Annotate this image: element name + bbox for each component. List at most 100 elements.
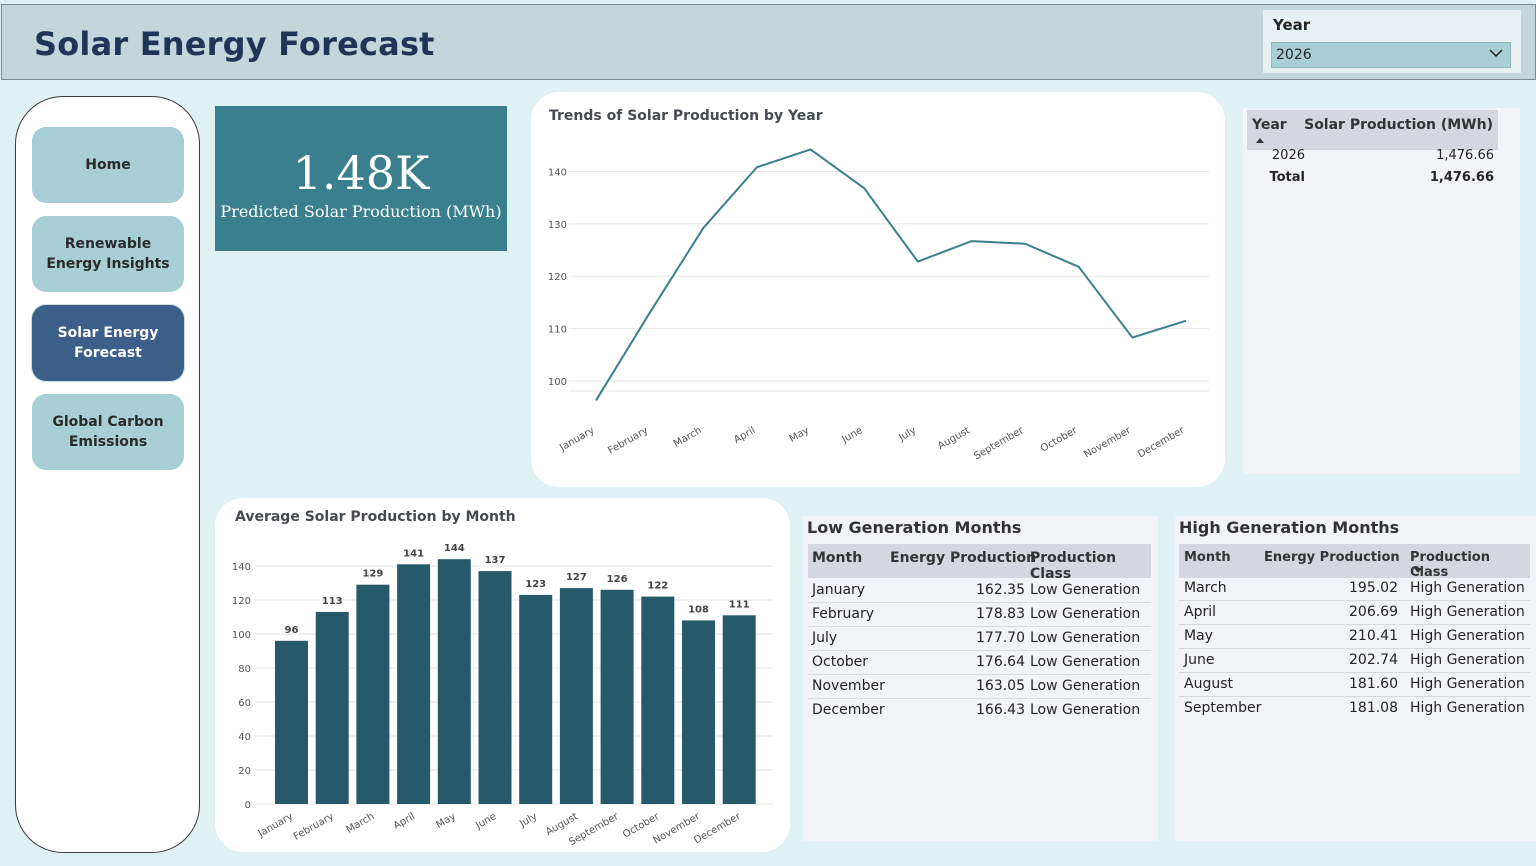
cell-month: February (812, 606, 875, 622)
cell-month: November (812, 678, 885, 694)
cell-production-class: Low Generation (1030, 702, 1141, 718)
data-label: 113 (322, 596, 343, 607)
table-row: October 176.64 Low Generation (808, 651, 1151, 675)
low-generation-title: Low Generation Months (807, 518, 1022, 537)
bar (600, 589, 634, 804)
column-header-production-class[interactable]: Production Class (1030, 550, 1117, 582)
table-total-row: Total 1,476.66 (1247, 167, 1498, 189)
bar-chart-title: Average Solar Production by Month (235, 509, 516, 525)
cell-energy-production: 163.05 (976, 678, 1025, 694)
cell-energy-production: 177.70 (976, 630, 1025, 646)
cell-month: October (812, 654, 869, 670)
bar-chart-card: Average Solar Production by Month 0 20 40 6… (215, 498, 790, 852)
nav-button-label: Renewable Energy Insights (46, 236, 170, 272)
sort-ascending-icon (1256, 138, 1264, 143)
line-chart-title: Trends of Solar Production by Year (549, 108, 823, 124)
nav-button-renewable-energy-insights[interactable]: Renewable Energy Insights (32, 216, 184, 292)
cell-production-class: High Generation (1410, 628, 1525, 644)
column-header-month[interactable]: Month (1184, 550, 1231, 565)
cell-year: 2026 (1271, 148, 1305, 163)
nav-button-label: Global Carbon Emissions (52, 414, 164, 450)
cell-energy-production: 206.69 (1349, 604, 1398, 620)
x-tick-label: July (896, 425, 918, 444)
x-tick-label: April (392, 811, 417, 832)
cell-energy-production: 178.83 (976, 606, 1025, 622)
column-header-solar-production[interactable]: Solar Production (MWh) (1304, 117, 1493, 133)
nav-button-label: Home (85, 157, 131, 173)
y-tick-label: 0 (245, 800, 251, 811)
cell-total-value: 1,476.66 (1429, 170, 1494, 185)
year-dropdown-value: 2026 (1276, 47, 1312, 63)
bar (356, 584, 390, 804)
high-generation-table: High Generation Months Month Energy Prod… (1175, 516, 1536, 841)
data-label: 129 (362, 569, 383, 580)
data-label: 123 (525, 579, 546, 590)
table-row: July 177.70 Low Generation (808, 627, 1151, 651)
nav-button-global-carbon-emissions[interactable]: Global Carbon Emissions (32, 394, 184, 470)
table-row: April 206.69 High Generation (1179, 601, 1530, 625)
cell-month: August (1184, 676, 1233, 692)
cell-energy-production: 202.74 (1349, 652, 1398, 668)
table-row: June 202.74 High Generation (1179, 649, 1530, 673)
table-row: February 178.83 Low Generation (808, 603, 1151, 627)
cell-energy-production: 176.64 (976, 654, 1025, 670)
cell-production-class: High Generation (1410, 700, 1525, 716)
data-label: 127 (566, 572, 587, 583)
low-table-header: Month Energy Production Production Class (808, 544, 1151, 582)
x-tick-label: May (434, 811, 457, 831)
x-tick-label: February (606, 425, 650, 457)
cell-energy-production: 210.41 (1349, 628, 1398, 644)
bar (682, 620, 715, 804)
high-generation-title: High Generation Months (1179, 518, 1400, 537)
cell-production-class: Low Generation (1030, 606, 1141, 622)
bar (315, 611, 349, 804)
y-tick-label: 140 (232, 562, 251, 573)
cell-energy-production: 181.08 (1349, 700, 1398, 716)
column-header-month[interactable]: Month (812, 550, 863, 566)
x-tick-label: October (1039, 425, 1080, 455)
page-title: Solar Energy Forecast (34, 25, 435, 63)
y-tick-label: 100 (232, 630, 251, 641)
table-row: December 166.43 Low Generation (808, 699, 1151, 723)
table-row: January 162.35 Low Generation (808, 579, 1151, 603)
cell-month: July (812, 630, 838, 646)
high-table-header: Month Energy Production Production Class (1179, 544, 1530, 580)
data-label: 111 (729, 599, 750, 610)
x-tick-label: November (1082, 425, 1133, 461)
bar (722, 615, 756, 804)
y-tick-label: 100 (548, 377, 567, 388)
series-line (595, 148, 1187, 401)
bar-chart: 0 20 40 60 80 100 120 140 96 January 113 February 12… (232, 543, 773, 848)
cell-month: January (812, 582, 866, 598)
x-tick-label: April (732, 425, 757, 446)
x-tick-label: December (692, 811, 743, 847)
column-header-year[interactable]: Year (1252, 117, 1287, 133)
cell-month: March (1184, 580, 1227, 596)
bar (519, 594, 553, 804)
cell-energy-production: 181.60 (1349, 676, 1398, 692)
cell-total-label: Total (1269, 170, 1305, 185)
nav-button-home[interactable]: Home (32, 127, 184, 203)
y-tick-label: 120 (548, 272, 567, 283)
cell-month: April (1184, 604, 1216, 620)
nav-button-solar-energy-forecast[interactable]: Solar Energy Forecast (32, 305, 184, 381)
column-header-energy-production[interactable]: Energy Production (1264, 550, 1400, 565)
year-table: Year Solar Production (MWh) 2026 1,476.6… (1243, 108, 1520, 474)
cell-production-class: Low Generation (1030, 630, 1141, 646)
year-dropdown[interactable]: 2026 (1271, 42, 1511, 68)
line-chart: 100 110 120 130 140 January February March April… (548, 148, 1209, 462)
x-tick-label: July (517, 811, 539, 830)
data-label: 108 (688, 604, 709, 615)
navigation-panel: Home Renewable Energy Insights Solar Ene… (15, 96, 200, 853)
column-header-production-class[interactable]: Production Class (1410, 550, 1490, 580)
y-tick-label: 40 (238, 732, 251, 743)
cell-month: June (1184, 652, 1215, 668)
cell-month: September (1184, 700, 1262, 716)
x-tick-label: March (344, 811, 376, 836)
cell-production-class: High Generation (1410, 676, 1525, 692)
kpi-label: Predicted Solar Production (MWh) (220, 202, 502, 221)
line-chart-card: Trends of Solar Production by Year 100 11… (531, 92, 1225, 487)
column-header-energy-production[interactable]: Energy Production (890, 550, 1037, 566)
data-label: 122 (647, 581, 668, 592)
x-tick-label: August (936, 425, 972, 452)
